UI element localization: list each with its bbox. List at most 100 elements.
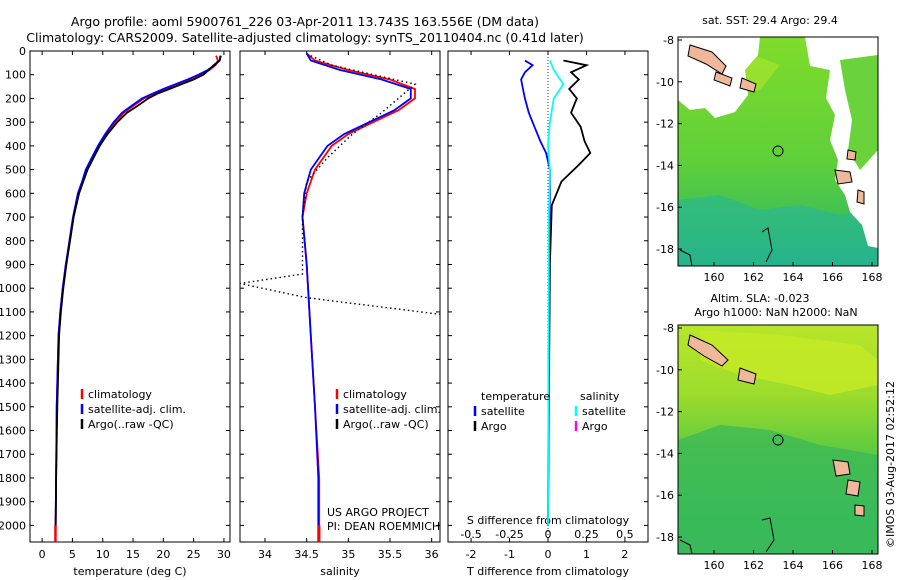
series-line-temperature-satellite (520, 59, 551, 526)
reef-outline (761, 227, 773, 263)
x-tick-label: 15 (126, 548, 140, 561)
series-line-salinity-satellite (547, 60, 565, 526)
x-tick-label: 0 (39, 548, 46, 561)
reef-outline (679, 249, 693, 266)
island-shape (832, 459, 851, 477)
difference-profile-chart: -2 -1 0 1 2 T difference from climatology -0.5… (447, 50, 649, 578)
legend-label: climatology (88, 388, 152, 401)
legend-header: salinity (580, 390, 620, 403)
map-lon-label: 162 (743, 559, 764, 572)
map-lat-label: -10 (656, 364, 674, 377)
series-line-satellite-adj-clim (301, 52, 412, 542)
y-tick-label: 500 (5, 164, 26, 177)
legend: temperature salinity satellite Argo satellit… (473, 390, 626, 433)
island-shape (845, 479, 861, 497)
x-tick-label: -2 (466, 548, 477, 561)
series-line-argo-raw-qc (54, 55, 222, 543)
sla-yellow-patch (700, 330, 878, 395)
map-lon-label: 166 (822, 271, 843, 284)
y-tick-label: 1000 (0, 282, 26, 295)
s-axis-tick-label: 0.25 (574, 528, 599, 541)
y-tick-label: 1900 (0, 496, 26, 509)
x-tick-label: 2 (621, 548, 628, 561)
sla-map-title: Altim. SLA: -0.023 (710, 292, 809, 305)
s-axis-tick-label: -0.25 (495, 528, 523, 541)
x-tick-label: 30 (217, 548, 231, 561)
y-tick-label: 1700 (0, 448, 26, 461)
legend-label: satellite (582, 405, 626, 418)
map-lat-label: -16 (656, 489, 674, 502)
series-line-argo-raw-qc (239, 55, 441, 315)
y-tick-label: 600 (5, 187, 26, 200)
y-tick-label: 1100 (0, 306, 26, 319)
footer-timestamp: ©IMOS 03-Aug-2017 02:52:12 (884, 381, 897, 548)
map-lon-label: 162 (743, 271, 764, 284)
x-tick-label: -1 (504, 548, 515, 561)
map-lat-label: -12 (656, 406, 674, 419)
legend-label: Argo(..raw -QC) (343, 418, 429, 431)
map-lat-label: -12 (656, 118, 674, 131)
argo-location-marker (772, 434, 784, 446)
y-tick-label: 300 (5, 116, 26, 129)
island-shape (854, 504, 865, 517)
y-tick-label: 1800 (0, 472, 26, 485)
s-axis-tick-label: 0.5 (616, 528, 634, 541)
legend-label: Argo (582, 420, 608, 433)
map-lon-label: 166 (822, 559, 843, 572)
map-lat-label: -8 (663, 34, 674, 47)
x-tick-label: 20 (156, 548, 170, 561)
legend-label: satellite-adj. clim. (343, 403, 441, 416)
sst-map-frame (677, 36, 879, 267)
island-shape (846, 149, 857, 161)
sst-map-title: sat. SST: 29.4 Argo: 29.4 (702, 14, 838, 27)
island-shape (737, 367, 757, 385)
legend: climatology satellite-adj. clim. Argo(..ra… (335, 388, 441, 431)
x-tick-label: 25 (187, 548, 201, 561)
y-tick-label: 700 (5, 211, 26, 224)
map-lat-label: -8 (663, 322, 674, 335)
legend: climatology satellite-adj. clim. Argo(..ra… (80, 388, 186, 431)
sla-darkgreen-patch (678, 425, 878, 554)
plot-frame (239, 50, 441, 543)
y-tick-label: 400 (5, 140, 26, 153)
y-tick-label: 800 (5, 235, 26, 248)
sst-teal-patch (678, 195, 878, 266)
map-lat-label: -14 (656, 447, 674, 460)
x-axis-label: T difference from climatology (466, 565, 629, 578)
legend-header: temperature (481, 390, 550, 403)
map-lon-label: 160 (704, 559, 725, 572)
island-shape (687, 334, 729, 367)
map-lon-label: 164 (783, 271, 804, 284)
sst-map: sat. SST: 29.4 Argo: 29.4 -8 -10 -12 -14 -16… (656, 14, 882, 284)
pi-annotation: PI: DEAN ROEMMICH (327, 520, 440, 533)
salinity-profile-chart: 34 34.5 35 35.5 36 salinity climatology satelli… (239, 50, 441, 578)
x-tick-label: 34 (258, 548, 272, 561)
y-tick-label: 2000 (0, 519, 26, 532)
map-lat-label: -14 (656, 159, 674, 172)
legend-label: Argo(..raw -QC) (88, 418, 174, 431)
sst-field-inner (840, 55, 878, 170)
sla-map-subtitle: Argo h1000: NaN h2000: NaN (694, 306, 857, 319)
x-tick-label: 1 (583, 548, 590, 561)
legend-label: satellite-adj. clim. (88, 403, 186, 416)
island-shape (856, 189, 865, 205)
y-tick-label: 0 (19, 45, 26, 58)
y-tick-label: 1500 (0, 401, 26, 414)
project-annotation: US ARGO PROJECT (327, 506, 429, 519)
x-axis-label: salinity (320, 565, 360, 578)
y-tick-label: 1300 (0, 353, 26, 366)
series-line-satellite-adj-clim (54, 55, 222, 543)
x-tick-label: 36 (425, 548, 439, 561)
series-line-temperature-argo (547, 59, 592, 526)
island-shape (834, 169, 853, 185)
x-tick-label: 35.5 (378, 548, 403, 561)
map-lon-label: 160 (704, 271, 725, 284)
map-lon-label: 164 (783, 559, 804, 572)
island-shape (739, 77, 757, 93)
y-tick-label: 1200 (0, 330, 26, 343)
x-tick-label: 0 (545, 548, 552, 561)
map-lon-label: 168 (862, 559, 883, 572)
y-tick-label: 100 (5, 69, 26, 82)
y-tick-label: 1400 (0, 377, 26, 390)
